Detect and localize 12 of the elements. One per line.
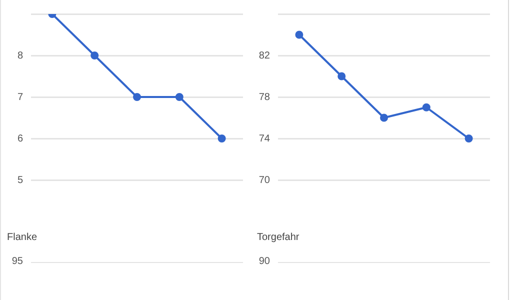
y-tick-label: 82 <box>258 50 270 62</box>
y-tick-label: 5 <box>17 174 24 186</box>
text: 90 <box>258 256 270 267</box>
text: Flanke <box>7 232 38 243</box>
y-tick-label: 78 <box>258 92 270 103</box>
y-tick-label: 7 <box>17 92 24 103</box>
text: Torgefahr <box>257 232 300 243</box>
y-tick-label: 6 <box>17 133 24 144</box>
y-tick-label: 8 <box>17 50 24 62</box>
text: 95 <box>12 256 23 267</box>
y-tick-label: 74 <box>258 133 270 144</box>
y-tick-label: 70 <box>258 174 270 186</box>
